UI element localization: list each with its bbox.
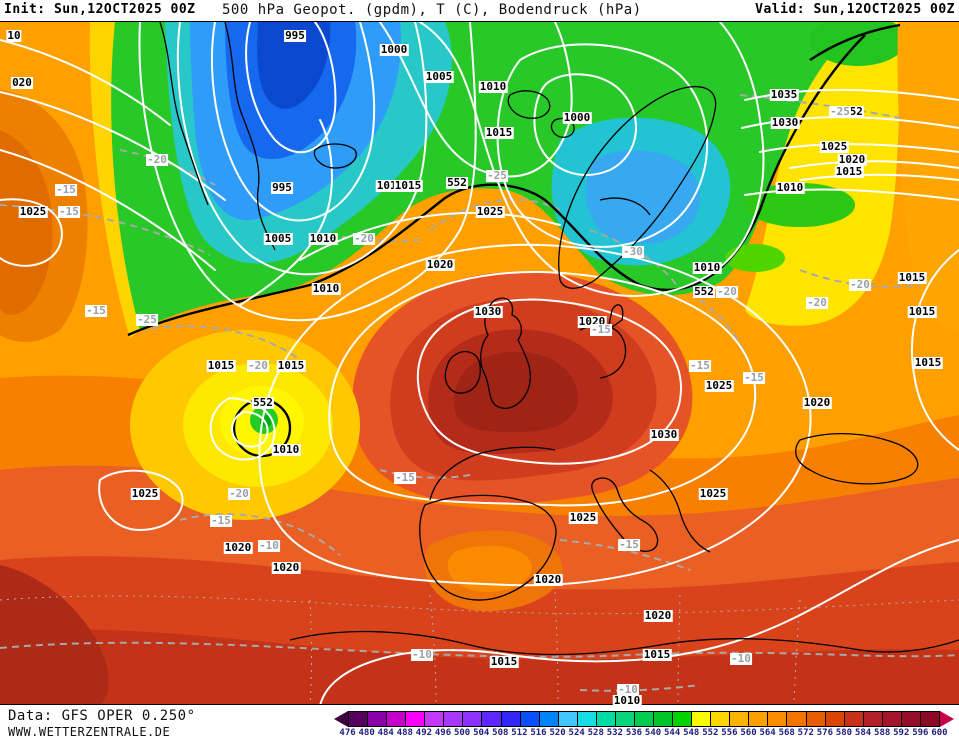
colorbar-tick-label: 564 — [759, 728, 776, 738]
colorbar-segment — [519, 712, 539, 726]
colorbar-tick-label: 576 — [816, 728, 834, 738]
colorbar-segment — [672, 712, 692, 726]
colorbar-tick-label: 560 — [740, 728, 757, 738]
colorbar-tick-label: 512 — [511, 728, 528, 738]
colorbar-tick-label: 552 — [702, 728, 719, 738]
colorbar-segment — [405, 712, 425, 726]
map-canvas — [0, 22, 959, 704]
colorbar-tick-label: 492 — [415, 728, 433, 738]
colorbar-tick-label: 544 — [664, 728, 681, 738]
colorbar-segments — [348, 711, 940, 727]
colorbar-segment — [595, 712, 615, 726]
map-footer: Data: GFS OPER 0.250° WWW.WETTERZENTRALE… — [0, 705, 959, 741]
colorbar-tick-label: 516 — [530, 728, 547, 738]
colorbar-segment — [824, 712, 844, 726]
colorbar-segment — [805, 712, 825, 726]
valid-time-label: Valid: Sun,12OCT2025 00Z — [755, 2, 955, 17]
coastlines — [159, 22, 959, 656]
colorbar-tick-label: 484 — [377, 728, 394, 738]
data-source-label: Data: GFS OPER 0.250° — [8, 708, 196, 724]
map-header: Init: Sun,12OCT2025 00Z 500 hPa Geopot. … — [0, 0, 959, 21]
colorbar-tick-label: 488 — [396, 728, 413, 738]
colorbar-segment — [786, 712, 806, 726]
colorbar-tick-label: 584 — [854, 728, 872, 738]
colorbar-segment — [367, 712, 387, 726]
colorbar-tick-label: 568 — [778, 728, 795, 738]
colorbar-segment — [900, 712, 920, 726]
graticule-lines — [0, 591, 959, 704]
colorbar-segment — [843, 712, 863, 726]
colorbar-right-arrow — [940, 711, 954, 727]
colorbar-segment — [481, 712, 501, 726]
geopotential-colorbar — [334, 711, 954, 727]
colorbar-tick-label: 508 — [492, 728, 509, 738]
colorbar-segment — [349, 712, 368, 726]
colorbar-tick-label: 500 — [453, 728, 471, 738]
colorbar-segment — [386, 712, 406, 726]
colorbar-ticks: 476 480 484 488 492 496 500 504 508 512 516 520 524 5… — [338, 728, 950, 738]
colorbar-tick-label: 556 — [721, 728, 738, 738]
colorbar-segment — [862, 712, 882, 726]
colorbar-tick-label: 504 — [473, 728, 490, 738]
colorbar-segment — [653, 712, 673, 726]
map-area — [0, 21, 959, 705]
colorbar-segment — [710, 712, 730, 726]
colorbar-tick-label: 536 — [625, 728, 643, 738]
colorbar-tick-label: 524 — [568, 728, 585, 738]
colorbar-tick-label: 600 — [931, 728, 948, 738]
colorbar-segment — [633, 712, 653, 726]
colorbar-tick-label: 592 — [893, 728, 910, 738]
colorbar-tick-label: 588 — [874, 728, 891, 738]
colorbar-tick-label: 476 — [339, 728, 356, 738]
init-time-label: Init: Sun,12OCT2025 00Z — [4, 2, 196, 17]
colorbar-segment — [462, 712, 482, 726]
colorbar-tick-label: 496 — [434, 728, 452, 738]
map-title: 500 hPa Geopot. (gpdm), T (C), Bodendruc… — [222, 2, 642, 18]
website-label: WWW.WETTERZENTRALE.DE — [8, 725, 171, 739]
colorbar-segment — [576, 712, 596, 726]
colorbar-tick-label: 596 — [912, 728, 929, 738]
colorbar-segment — [538, 712, 558, 726]
colorbar-segment — [881, 712, 901, 726]
colorbar-tick-label: 480 — [358, 728, 375, 738]
colorbar-segment — [614, 712, 634, 726]
colorbar-tick-label: 540 — [644, 728, 662, 738]
colorbar-segment — [557, 712, 577, 726]
colorbar-segment — [424, 712, 444, 726]
colorbar-segment — [691, 712, 711, 726]
colorbar-tick-label: 520 — [549, 728, 566, 738]
colorbar-tick-label: 532 — [606, 728, 623, 738]
colorbar-tick-label: 528 — [587, 728, 604, 738]
colorbar-tick-label: 572 — [797, 728, 814, 738]
colorbar-segment — [767, 712, 787, 726]
colorbar-tick-label: 580 — [835, 728, 853, 738]
colorbar-segment — [729, 712, 749, 726]
colorbar-segment — [443, 712, 463, 726]
colorbar-tick-label: 548 — [683, 728, 700, 738]
colorbar-segment — [500, 712, 520, 726]
colorbar-segment — [748, 712, 768, 726]
colorbar-segment — [919, 712, 939, 726]
colorbar-left-arrow — [334, 711, 348, 727]
